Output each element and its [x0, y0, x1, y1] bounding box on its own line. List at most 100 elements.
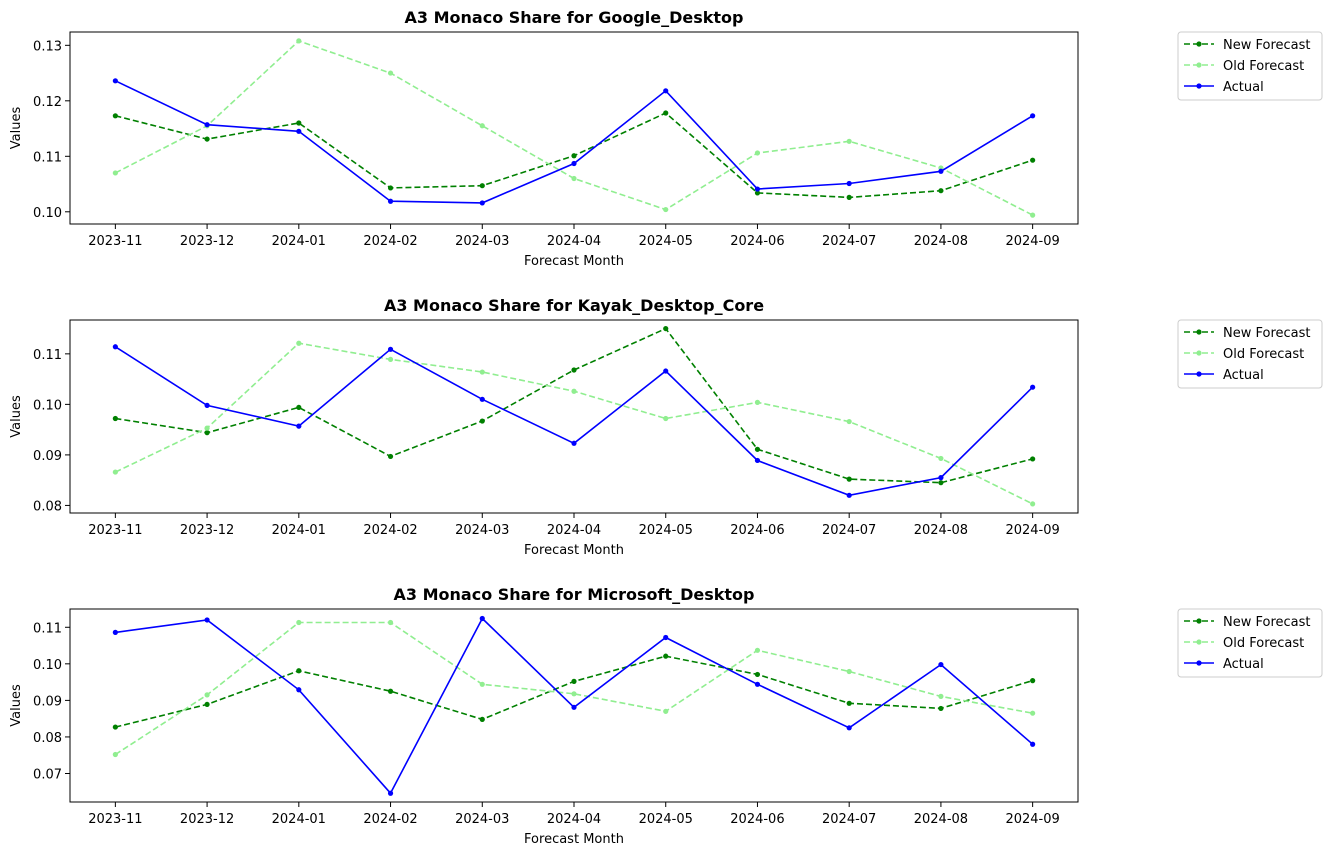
data-point-old-forecast	[754, 647, 761, 653]
data-point-actual	[479, 615, 485, 622]
plot-frame	[69, 319, 1079, 514]
y-tick-label: 0.10	[33, 398, 62, 413]
data-point-new-forecast	[1030, 678, 1036, 684]
data-point-actual	[204, 617, 210, 623]
x-tick-label: 2024-09	[1005, 812, 1059, 827]
data-point-actual	[296, 687, 302, 693]
x-tick-label: 2024-09	[1005, 234, 1059, 249]
x-tick-label: 2024-07	[822, 812, 876, 827]
x-axis-label: Forecast Month	[524, 543, 624, 558]
legend-box	[1177, 608, 1323, 678]
x-tick-label: 2024-01	[272, 234, 326, 249]
data-point-old-forecast	[1030, 212, 1036, 218]
data-point-new-forecast	[296, 120, 302, 126]
data-point-actual	[112, 344, 118, 350]
data-point-actual	[938, 661, 944, 668]
data-point-actual	[846, 180, 852, 187]
x-tick-label: 2024-01	[272, 812, 326, 827]
y-axis-label: Values	[9, 684, 24, 727]
data-point-actual	[754, 186, 761, 192]
x-tick-label: 2024-06	[730, 234, 784, 249]
data-point-actual	[112, 78, 118, 84]
data-point-old-forecast	[571, 691, 577, 697]
x-tick-label: 2024-08	[914, 234, 968, 249]
data-point-old-forecast	[296, 619, 302, 626]
data-point-old-forecast	[112, 170, 118, 176]
y-tick-label: 0.11	[33, 621, 62, 636]
legend-label: Old Forecast	[1223, 636, 1304, 651]
data-point-new-forecast	[1030, 157, 1036, 163]
y-tick-label: 0.08	[33, 499, 62, 514]
data-point-new-forecast	[387, 185, 394, 191]
data-point-actual	[112, 629, 118, 635]
data-point-actual	[387, 346, 394, 352]
legend-label: New Forecast	[1223, 615, 1311, 630]
chart-title: A3 Monaco Share for Google_Desktop	[405, 8, 744, 27]
legend-marker-actual	[1196, 83, 1202, 89]
data-point-new-forecast	[663, 110, 669, 116]
data-point-new-forecast	[387, 688, 394, 694]
plot-frame	[69, 31, 1079, 225]
x-tick-label: 2024-05	[639, 812, 693, 827]
data-point-old-forecast	[479, 369, 485, 375]
data-point-new-forecast	[479, 716, 485, 722]
data-point-old-forecast	[479, 681, 485, 687]
data-point-old-forecast	[571, 388, 577, 394]
series-line-actual	[115, 80, 1034, 204]
x-tick-label: 2024-09	[1005, 523, 1059, 538]
x-tick-label: 2023-12	[180, 523, 234, 538]
legend-label: Actual	[1223, 368, 1264, 383]
data-point-old-forecast	[663, 708, 669, 714]
data-point-old-forecast	[204, 692, 210, 698]
data-point-new-forecast	[571, 678, 577, 684]
y-tick-label: 0.07	[33, 767, 62, 782]
data-point-old-forecast	[387, 619, 394, 626]
data-point-old-forecast	[296, 340, 302, 346]
data-point-new-forecast	[204, 136, 210, 142]
subplot-3: A3 Monaco Share for Microsoft_Desktop 202…	[9, 585, 1323, 847]
data-point-new-forecast	[296, 404, 302, 411]
x-tick-label: 2023-12	[180, 812, 234, 827]
x-tick-label: 2024-03	[455, 812, 509, 827]
data-point-new-forecast	[663, 325, 669, 332]
data-point-new-forecast	[754, 446, 761, 452]
data-point-new-forecast	[296, 668, 302, 674]
data-point-actual	[938, 168, 944, 174]
data-point-old-forecast	[571, 175, 577, 182]
y-axis-label: Values	[9, 107, 24, 150]
data-point-new-forecast	[846, 194, 852, 200]
y-tick-label: 0.09	[33, 449, 62, 464]
x-tick-label: 2024-08	[914, 523, 968, 538]
x-tick-label: 2024-01	[272, 523, 326, 538]
x-tick-label: 2024-04	[547, 812, 601, 827]
y-tick-label: 0.09	[33, 694, 62, 709]
data-point-new-forecast	[754, 671, 761, 678]
legend-marker-old-forecast	[1196, 62, 1202, 68]
data-point-actual	[938, 475, 944, 481]
data-point-old-forecast	[112, 751, 118, 758]
legend-marker-new-forecast	[1196, 618, 1202, 624]
data-point-new-forecast	[112, 415, 118, 422]
data-point-new-forecast	[938, 480, 944, 486]
data-point-new-forecast	[754, 190, 761, 196]
legend-marker-old-forecast	[1196, 350, 1202, 356]
data-point-actual	[663, 368, 669, 374]
legend-label: Actual	[1223, 657, 1264, 672]
data-point-old-forecast	[938, 455, 944, 462]
x-axis-label: Forecast Month	[524, 254, 624, 269]
data-point-old-forecast	[754, 150, 761, 156]
y-tick-label: 0.11	[33, 348, 62, 363]
data-point-new-forecast	[112, 724, 118, 730]
chart-title: A3 Monaco Share for Microsoft_Desktop	[394, 585, 755, 604]
x-tick-label: 2024-02	[363, 234, 417, 249]
data-point-new-forecast	[846, 476, 852, 482]
y-tick-label: 0.11	[33, 150, 62, 165]
data-point-old-forecast	[204, 425, 210, 431]
x-axis-label: Forecast Month	[524, 832, 624, 847]
x-tick-label: 2023-11	[88, 523, 142, 538]
data-point-new-forecast	[571, 367, 577, 373]
y-tick-label: 0.13	[33, 39, 62, 54]
data-point-new-forecast	[846, 700, 852, 706]
data-point-old-forecast	[387, 356, 394, 363]
